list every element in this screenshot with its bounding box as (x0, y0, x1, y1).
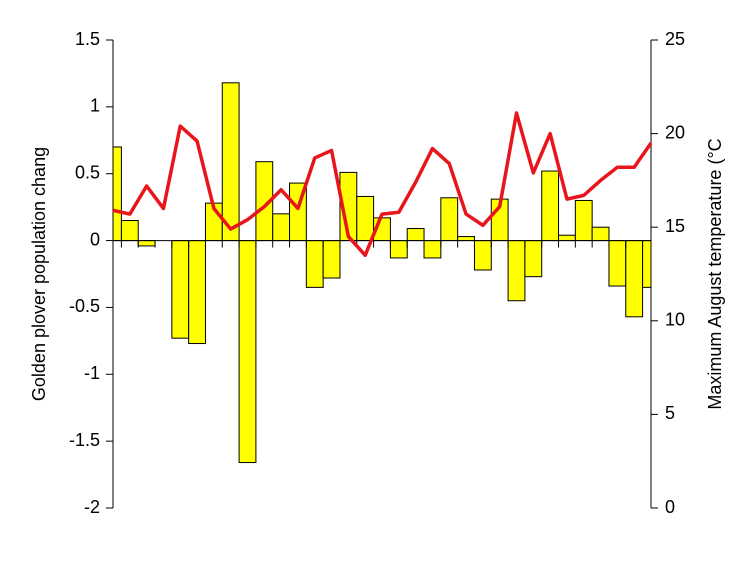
y2-tick-label: 25 (665, 29, 685, 49)
bar (473, 240, 492, 271)
bar (608, 240, 627, 287)
y-tick-label: -1 (84, 363, 100, 383)
bar (137, 240, 156, 247)
y-tick-label: 0 (90, 229, 100, 249)
bar (642, 240, 651, 288)
bar (221, 82, 240, 242)
plot-area (113, 82, 651, 464)
bar (406, 228, 425, 242)
bar (171, 240, 190, 339)
y-tick-label: 1.5 (75, 29, 100, 49)
y2-tick-label: 15 (665, 216, 685, 236)
y-tick-label: -2 (84, 497, 100, 517)
y-tick-label: 0.5 (75, 162, 100, 182)
bar (574, 199, 593, 242)
bar (356, 195, 375, 242)
bar (120, 220, 139, 242)
bar (305, 240, 324, 288)
bar (541, 170, 560, 242)
bar (238, 240, 257, 464)
y2-tick-label: 0 (665, 497, 675, 517)
bar (113, 146, 122, 242)
bar (423, 240, 442, 259)
bar (625, 240, 644, 318)
bar (524, 240, 543, 278)
bar (507, 240, 526, 302)
bar (558, 234, 576, 242)
bar (188, 240, 206, 345)
bar (457, 236, 475, 242)
y-axis-label: Golden plover population chang (29, 147, 49, 401)
bar (389, 240, 408, 259)
bar (322, 240, 341, 279)
temperature-line (112, 111, 653, 258)
bar (272, 213, 291, 242)
y-tick-label: -0.5 (69, 296, 100, 316)
bar (440, 197, 459, 242)
y2-tick-label: 5 (665, 403, 675, 423)
y-tick-label: 1 (90, 96, 100, 116)
y2-tick-label: 10 (665, 310, 685, 330)
bar (591, 226, 610, 242)
y2-tick-label: 20 (665, 122, 685, 142)
y2-axis-label: Maximum August temperature (°C (705, 138, 725, 409)
y-tick-label: -1.5 (69, 430, 100, 450)
